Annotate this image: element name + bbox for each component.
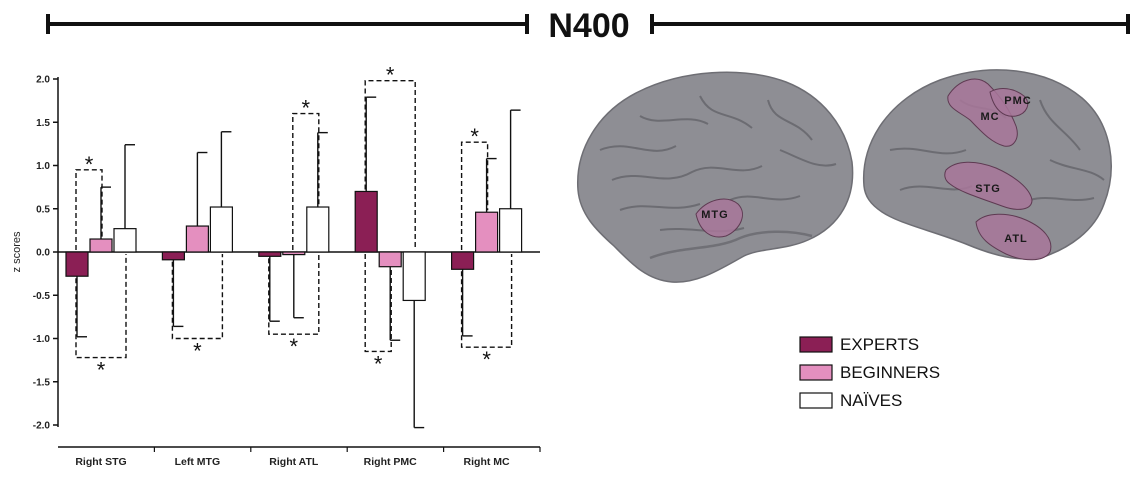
y-tick-label: -2.0 xyxy=(33,421,51,432)
significance-bracket xyxy=(460,254,513,348)
bar-1-1 xyxy=(185,225,209,253)
bar-1-2 xyxy=(282,251,306,256)
significance-bracket xyxy=(364,254,392,353)
legend-label-1: BEGINNERS xyxy=(840,363,940,382)
significance-star: * xyxy=(482,347,491,372)
title-bracket xyxy=(46,14,1130,34)
bar-2-4 xyxy=(499,208,523,253)
y-tick-label: 1.5 xyxy=(36,118,50,129)
bar-0-3 xyxy=(354,190,378,253)
legend-swatch-0 xyxy=(799,336,833,353)
region-label-atl: ATL xyxy=(1004,233,1028,245)
significance-bracket xyxy=(268,254,320,335)
significance-star: * xyxy=(290,334,299,359)
bar-chart: 2.0 1.5 1.0 0.5 0.0 -0.5 -1.0 -1.5 -2.0 z scores R… xyxy=(11,63,541,468)
y-tick-label: -1.5 xyxy=(33,377,51,388)
significance-bracket xyxy=(460,141,489,250)
legend-swatch-1 xyxy=(799,364,833,381)
y-tick-label: 1.0 xyxy=(36,161,50,172)
x-tick-label: Right PMC xyxy=(364,456,417,468)
legend: EXPERTS BEGINNERS NAÏVES xyxy=(799,335,940,410)
significance-star: * xyxy=(470,124,479,149)
significance-bracket xyxy=(75,169,103,250)
x-tick-label: Right MC xyxy=(464,456,510,468)
significance-bracket xyxy=(75,254,127,359)
bar-2-2 xyxy=(306,206,330,253)
figure-title: N400 xyxy=(548,7,629,45)
y-tick-label: -1.0 xyxy=(33,334,51,345)
legend-label-2: NAÏVES xyxy=(840,391,902,410)
significance-star: * xyxy=(193,339,202,364)
x-tick-label: Left MTG xyxy=(175,456,221,468)
significance-bracket xyxy=(364,80,416,250)
legend-label-0: EXPERTS xyxy=(840,335,919,354)
significance-bracket xyxy=(171,254,224,340)
bar-2-3 xyxy=(402,251,426,302)
y-tick-label: 0.5 xyxy=(36,204,50,215)
significance-star: * xyxy=(374,351,383,376)
legend-swatch-2 xyxy=(799,392,833,409)
brain-right-hemisphere: PMC MC STG ATL xyxy=(862,69,1112,261)
brain-left-hemisphere: MTG xyxy=(577,71,854,283)
significance-star: * xyxy=(97,358,106,383)
bar-0-0 xyxy=(65,251,89,277)
bar-0-4 xyxy=(451,251,475,270)
y-tick-label: -0.5 xyxy=(33,291,51,302)
significance-star: * xyxy=(85,152,94,177)
bar-1-3 xyxy=(378,251,402,268)
significance-star: * xyxy=(386,63,395,88)
bar-1-4 xyxy=(475,211,499,253)
y-tick-label: 2.0 xyxy=(36,75,50,86)
bar-0-2 xyxy=(258,251,282,257)
y-tick-label: 0.0 xyxy=(36,248,50,259)
significance-star: * xyxy=(302,96,311,121)
bar-2-1 xyxy=(209,206,233,253)
significance-bracket xyxy=(292,112,320,250)
bar-0-1 xyxy=(161,251,185,261)
x-tick-label: Right STG xyxy=(75,456,126,468)
bar-2-0 xyxy=(113,228,137,253)
region-label-mtg: MTG xyxy=(701,209,728,221)
region-label-pmc: PMC xyxy=(1004,95,1031,107)
y-axis-label: z scores xyxy=(11,231,23,272)
x-tick-label: Right ATL xyxy=(269,456,319,468)
region-label-stg: STG xyxy=(975,183,1001,195)
region-label-mc: MC xyxy=(980,111,999,123)
bar-1-0 xyxy=(89,238,113,253)
